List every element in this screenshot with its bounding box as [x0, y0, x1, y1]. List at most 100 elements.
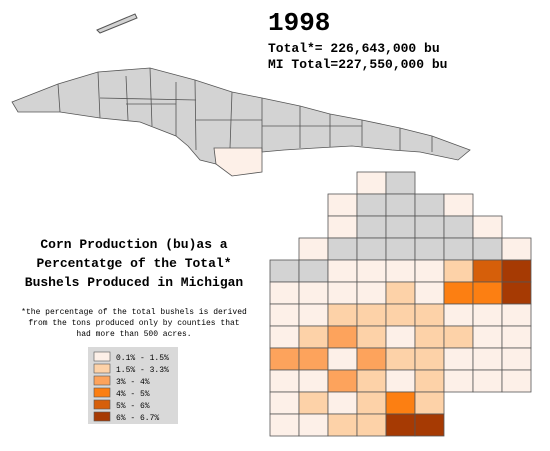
legend-swatch [93, 387, 111, 398]
county [385, 347, 416, 371]
county-lines [57, 67, 433, 152]
county [327, 413, 358, 437]
county [327, 369, 358, 393]
county [501, 369, 532, 393]
county [414, 325, 445, 349]
legend-label: 3% - 4% [116, 378, 150, 387]
county [472, 237, 503, 261]
county [327, 215, 358, 239]
county [501, 237, 532, 261]
county [385, 171, 416, 195]
county [356, 391, 387, 415]
county [356, 325, 387, 349]
heading-line: Corn Production (bu)as a [40, 237, 227, 252]
county [356, 215, 387, 239]
footnote-line: from the tons produced only by counties … [28, 319, 239, 328]
county [501, 303, 532, 327]
county [356, 347, 387, 371]
county [269, 303, 300, 327]
county [443, 281, 474, 305]
county [327, 325, 358, 349]
county [269, 259, 300, 283]
legend-swatch [93, 411, 111, 422]
county [356, 259, 387, 283]
county [327, 237, 358, 261]
county [298, 369, 329, 393]
map-year: 1998 [268, 8, 330, 38]
footnote-line: had more than 500 acres. [76, 330, 191, 339]
county [443, 193, 474, 217]
county [385, 193, 416, 217]
county [414, 259, 445, 283]
lower-peninsula [269, 171, 532, 437]
county [327, 347, 358, 371]
county [356, 193, 387, 217]
county [472, 303, 503, 327]
county [385, 281, 416, 305]
county [298, 237, 329, 261]
county [327, 193, 358, 217]
county [269, 413, 300, 437]
county [356, 281, 387, 305]
county [269, 281, 300, 305]
county [269, 369, 300, 393]
county [385, 237, 416, 261]
county [356, 413, 387, 437]
footnote-line: *the percentage of the total bushels is … [21, 308, 247, 317]
legend-label: 6% - 6.7% [116, 414, 159, 423]
total-label: Total*= 226,643,000 bu [268, 41, 440, 56]
county [443, 369, 474, 393]
county [501, 281, 532, 305]
county [269, 391, 300, 415]
county [269, 347, 300, 371]
legend: 0.1% - 1.5% 1.5% - 3.3% 3% - 4% 4% - 5% 5% -… [93, 351, 169, 423]
county [298, 325, 329, 349]
legend-label: 5% - 6% [116, 402, 150, 411]
county [298, 303, 329, 327]
legend-swatch [93, 375, 111, 386]
county [385, 369, 416, 393]
county [472, 325, 503, 349]
county [414, 237, 445, 261]
upper-peninsula [11, 13, 471, 177]
legend-swatch [93, 363, 111, 374]
county [501, 259, 532, 283]
county [472, 215, 503, 239]
county [443, 215, 474, 239]
legend-label: 4% - 5% [116, 390, 150, 399]
county [443, 259, 474, 283]
county [472, 281, 503, 305]
county [414, 413, 445, 437]
isle-royale [96, 13, 138, 34]
county [385, 303, 416, 327]
county [472, 369, 503, 393]
county [385, 391, 416, 415]
county [385, 413, 416, 437]
county [356, 303, 387, 327]
county [414, 215, 445, 239]
county [298, 259, 329, 283]
mi-total-label: MI Total=227,550,000 bu [268, 57, 447, 72]
county [385, 215, 416, 239]
legend-label: 0.1% - 1.5% [116, 354, 169, 363]
heading-line: Percentatge of the Total* [36, 256, 231, 271]
county [327, 303, 358, 327]
county [443, 303, 474, 327]
county [298, 391, 329, 415]
county [327, 391, 358, 415]
county [356, 369, 387, 393]
county [472, 259, 503, 283]
legend-label: 1.5% - 3.3% [116, 366, 169, 375]
county [501, 325, 532, 349]
county [501, 347, 532, 371]
county [472, 347, 503, 371]
county [269, 325, 300, 349]
county [414, 391, 445, 415]
county [385, 259, 416, 283]
county [385, 325, 416, 349]
county [298, 413, 329, 437]
county [443, 325, 474, 349]
legend-swatch [93, 399, 111, 410]
county [414, 193, 445, 217]
